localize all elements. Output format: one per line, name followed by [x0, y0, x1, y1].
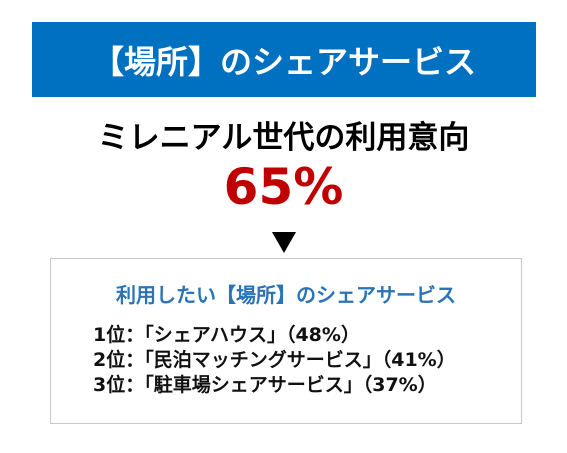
down-arrow	[272, 232, 296, 253]
item-list: 1位：「シェアハウス」（48%） 2位：「民泊マッチングサービス」（41%） 3位：…	[93, 323, 456, 398]
banner-title: 【場所】のシェアサービス	[32, 22, 536, 97]
highlight-value: 65%	[223, 158, 344, 216]
list-item: 2位：「民泊マッチングサービス」（41%）	[93, 349, 456, 371]
list-item: 1位：「シェアハウス」（48%）	[93, 324, 360, 346]
box-heading: 利用したい【場所】のシェアサービス	[116, 283, 456, 307]
subtitle: ミレニアル世代の利用意向	[97, 120, 470, 156]
list-item: 3位：「駐車場シェアサービス」（37%）	[93, 374, 437, 396]
info-box: 利用したい【場所】のシェアサービス 1位：「シェアハウス」（48%） 2位：「民泊…	[50, 258, 522, 424]
